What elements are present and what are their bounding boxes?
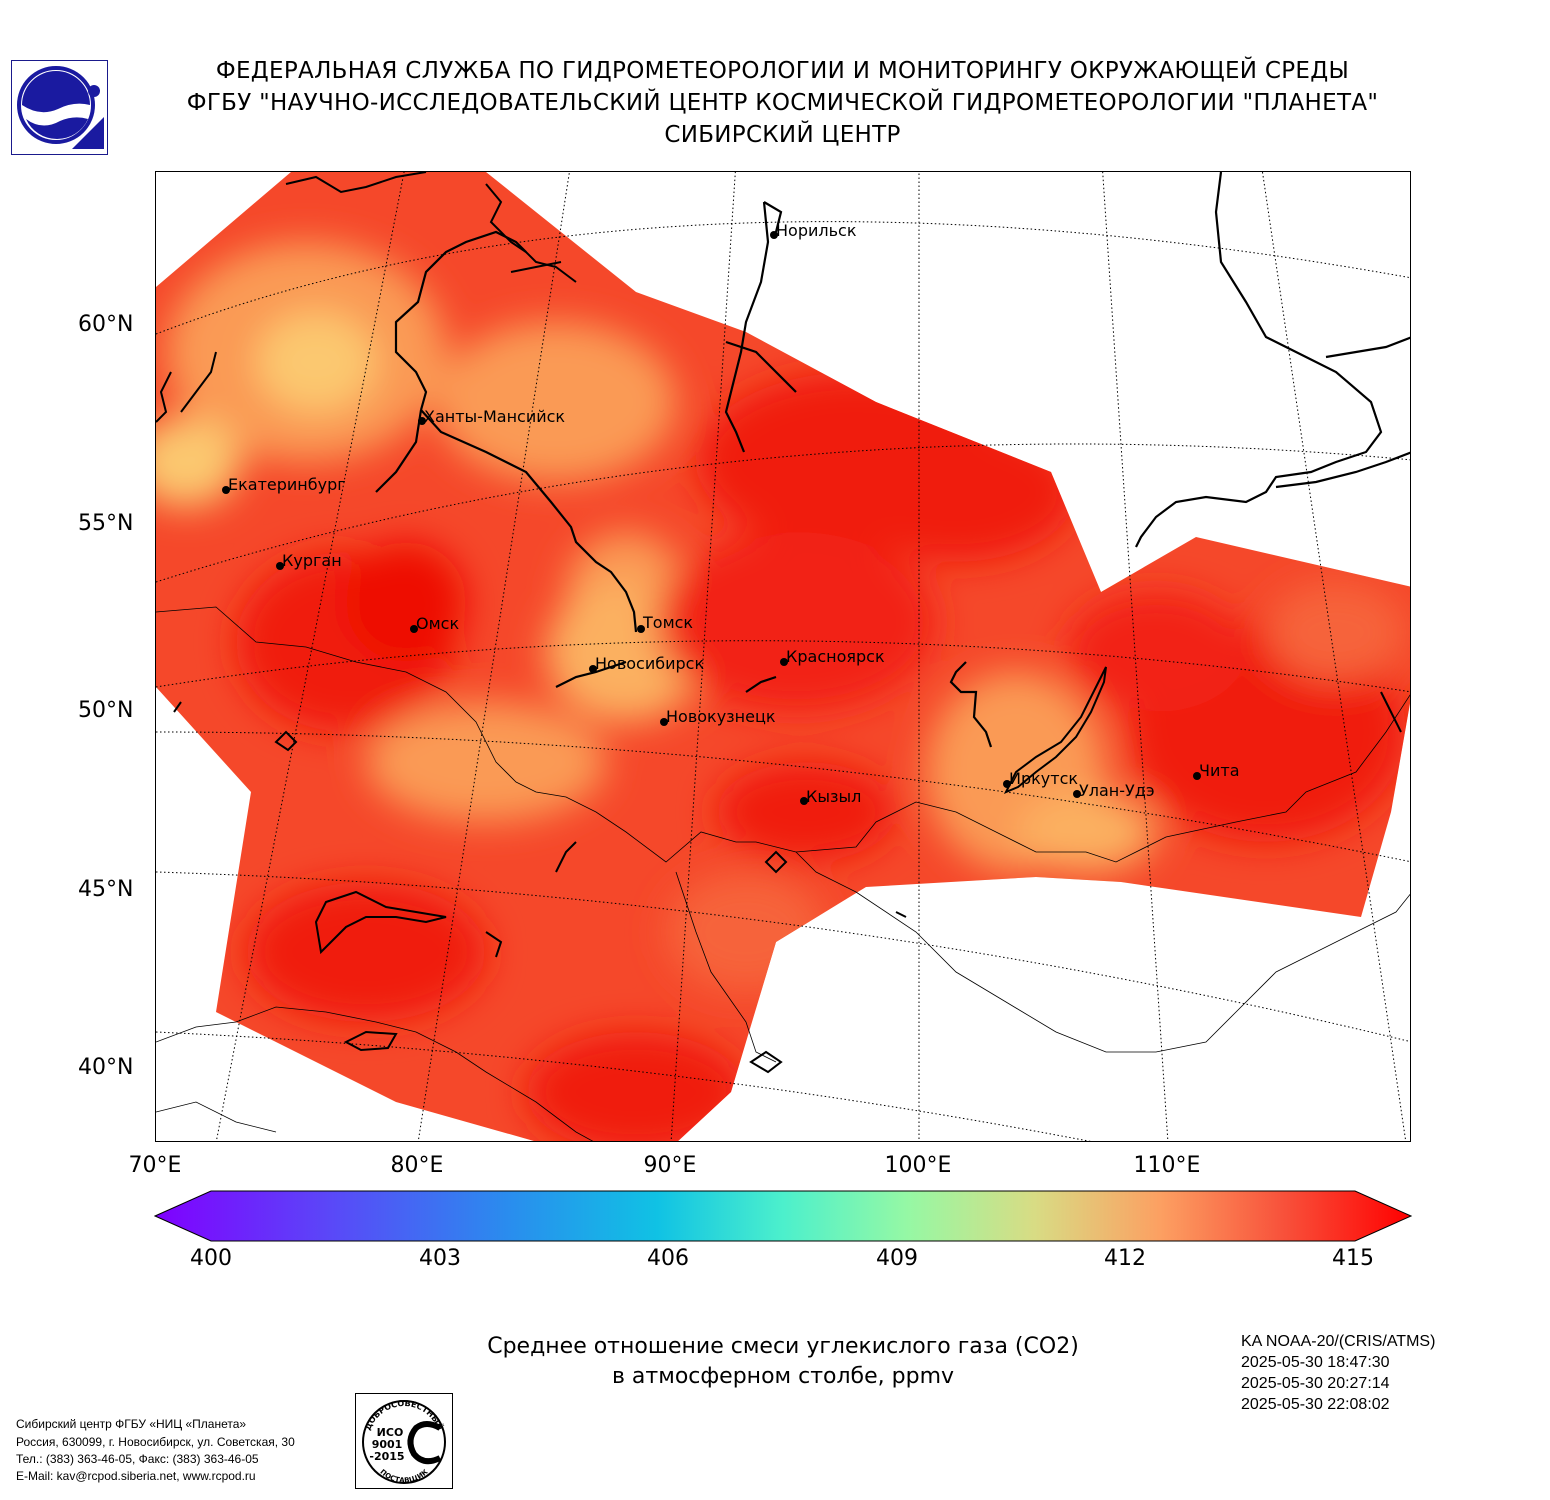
footer-phone: Тел.: (383) 363-46-05, Факс: (383) 363-4… (16, 1452, 259, 1466)
lon-label-110: 110°E (1133, 1153, 1201, 1178)
colorbar-tick-403: 403 (419, 1246, 461, 1271)
lakes (173, 701, 907, 1074)
city-novokuznetsk: Новокузнецк (660, 707, 776, 726)
colorbar-tick-409: 409 (876, 1246, 918, 1271)
svg-text:Новокузнецк: Новокузнецк (666, 707, 776, 726)
svg-text:Ханты-Мансийск: Ханты-Мансийск (424, 407, 565, 426)
satellite-name: KA NOAA-20/(CRIS/ATMS) (1241, 1333, 1436, 1350)
svg-text:Кызыл: Кызыл (806, 787, 861, 806)
product-title-line-1: Среднее отношение смеси углекислого газа… (487, 1334, 1079, 1359)
city-yekaterinburg: Екатеринбург (222, 475, 346, 494)
co2-map: Норильск Ханты-Мансийск Екатеринбург Кур… (155, 171, 1411, 1142)
header-line-1: ФЕДЕРАЛЬНАЯ СЛУЖБА ПО ГИДРОМЕТЕОРОЛОГИИ … (215, 58, 1350, 84)
lon-label-80: 80°E (390, 1153, 444, 1178)
svg-text:9001: 9001 (372, 1438, 403, 1451)
city-kyzyl: Кызыл (800, 787, 861, 806)
svg-text:ПОСТАВЩИК: ПОСТАВЩИК (379, 1468, 430, 1485)
product-title-line-2: в атмосферном столбе, ppmv (611, 1364, 955, 1389)
lake-baikal (1003, 666, 1107, 794)
lat-label-45: 45°N (78, 877, 134, 902)
graticule (156, 172, 1410, 1141)
iso-9001-stamp: ДОБРОСОВЕСТНЫЙ ПОСТАВЩИК ИСО 9001 -2015 (355, 1393, 453, 1489)
city-kurgan: Курган (276, 551, 342, 570)
footer-org: Сибирский центр ФГБУ «НИЦ «Планета» (16, 1417, 247, 1431)
city-tomsk: Томск (637, 613, 693, 633)
roshydromet-logo (11, 60, 108, 155)
lon-label-90: 90°E (643, 1153, 697, 1178)
co2-field (156, 172, 1410, 1141)
pass-time-2: 2025-05-30 20:27:14 (1241, 1375, 1390, 1392)
lat-label-60: 60°N (78, 312, 134, 337)
svg-text:Красноярск: Красноярск (786, 647, 885, 666)
lon-label-100: 100°E (884, 1153, 952, 1178)
svg-text:Томск: Томск (642, 613, 693, 632)
city-ulan-ude: Улан-Удэ (1073, 781, 1155, 800)
colorbar-tick-415: 415 (1332, 1246, 1374, 1271)
header-line-3: СИБИРСКИЙ ЦЕНТР (664, 122, 901, 148)
cities: Норильск Ханты-Мансийск Екатеринбург Кур… (222, 221, 1240, 806)
svg-text:Чита: Чита (1199, 761, 1240, 780)
rivers (375, 172, 1410, 748)
svg-text:Новосибирск: Новосибирск (595, 654, 704, 673)
colorbar-tick-406: 406 (647, 1246, 689, 1271)
svg-text:Улан-Удэ: Улан-Удэ (1079, 781, 1155, 800)
borders (156, 606, 1410, 1141)
lat-label-40: 40°N (78, 1055, 134, 1080)
city-krasnoyarsk: Красноярск (780, 647, 885, 666)
pass-time-3: 2025-05-30 22:08:02 (1241, 1396, 1390, 1413)
city-chita: Чита (1193, 761, 1240, 780)
colorbar-tick-412: 412 (1104, 1246, 1146, 1271)
svg-text:Норильск: Норильск (776, 221, 857, 240)
header-line-2: ФГБУ "НАУЧНО-ИССЛЕДОВАТЕЛЬСКИЙ ЦЕНТР КОС… (186, 90, 1379, 116)
city-omsk: Омск (410, 614, 459, 633)
svg-text:Курган: Курган (282, 551, 342, 570)
svg-text:Омск: Омск (416, 614, 459, 633)
city-norilsk: Норильск (770, 221, 857, 240)
coastlines (156, 172, 1402, 733)
lat-label-50: 50°N (78, 698, 134, 723)
colorbar (153, 1190, 1413, 1246)
colorbar-tick-400: 400 (190, 1246, 232, 1271)
svg-text:ИСО: ИСО (377, 1426, 404, 1439)
footer-email: E-Mail: kav@rcpod.siberia.net, www.rcpod… (16, 1469, 256, 1483)
svg-text:Екатеринбург: Екатеринбург (228, 475, 346, 494)
svg-text:-2015: -2015 (369, 1450, 404, 1463)
city-khanty-mansiysk: Ханты-Мансийск (418, 407, 565, 426)
city-irkutsk: Иркутск (1003, 769, 1078, 788)
city-novosibirsk: Новосибирск (589, 654, 704, 673)
lat-label-55: 55°N (78, 511, 134, 536)
footer-address: Россия, 630099, г. Новосибирск, ул. Сове… (16, 1435, 295, 1449)
pass-time-1: 2025-05-30 18:47:30 (1241, 1354, 1390, 1371)
svg-text:Иркутск: Иркутск (1009, 769, 1078, 788)
lon-label-70: 70°E (128, 1153, 182, 1178)
